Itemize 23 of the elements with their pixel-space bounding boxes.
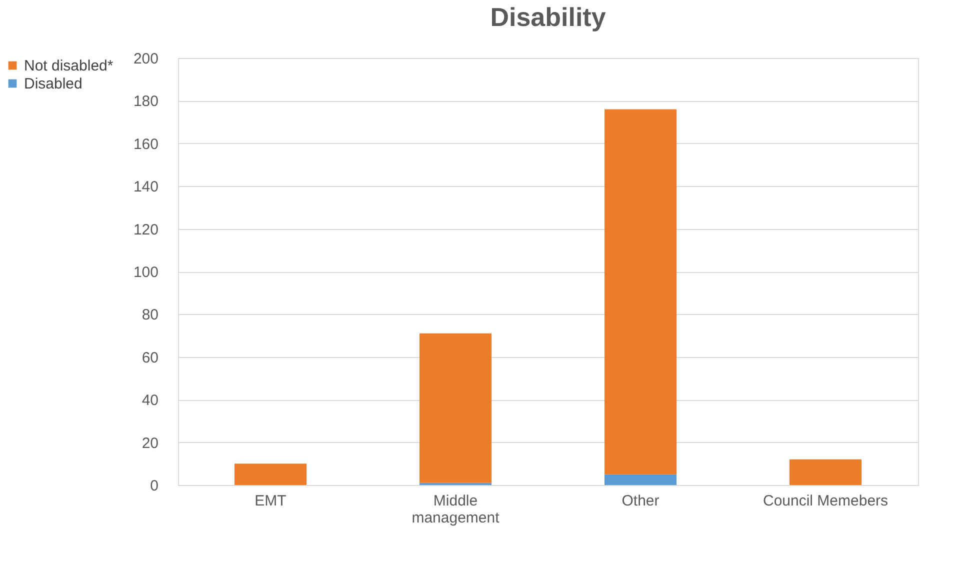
y-tick-label: 200 (133, 50, 158, 68)
bar (604, 474, 676, 485)
chart-title: Disability (490, 2, 606, 32)
bar (420, 333, 492, 483)
y-tick-label: 120 (133, 221, 158, 238)
bar (234, 464, 306, 485)
y-tick-label: 40 (142, 392, 158, 410)
bar (790, 459, 862, 485)
x-tick-label: Middle management (412, 492, 500, 526)
x-tick-label: EMT (254, 492, 286, 510)
legend-label: Disabled (24, 76, 82, 92)
y-tick-label: 100 (133, 264, 158, 281)
y-tick-label: 180 (133, 93, 158, 110)
y-tick-label: 80 (142, 306, 158, 324)
y-tick-label: 20 (142, 434, 158, 452)
x-tick-label: Other (622, 492, 660, 510)
y-tick-label: 0 (150, 478, 158, 494)
y-tick-label: 160 (133, 136, 158, 153)
x-tick-label: Council Memebers (762, 492, 888, 510)
bar (604, 109, 676, 474)
y-tick-label: 140 (133, 178, 158, 196)
y-tick-label: 60 (142, 349, 158, 366)
legend-label: Not disabled* (24, 58, 114, 74)
